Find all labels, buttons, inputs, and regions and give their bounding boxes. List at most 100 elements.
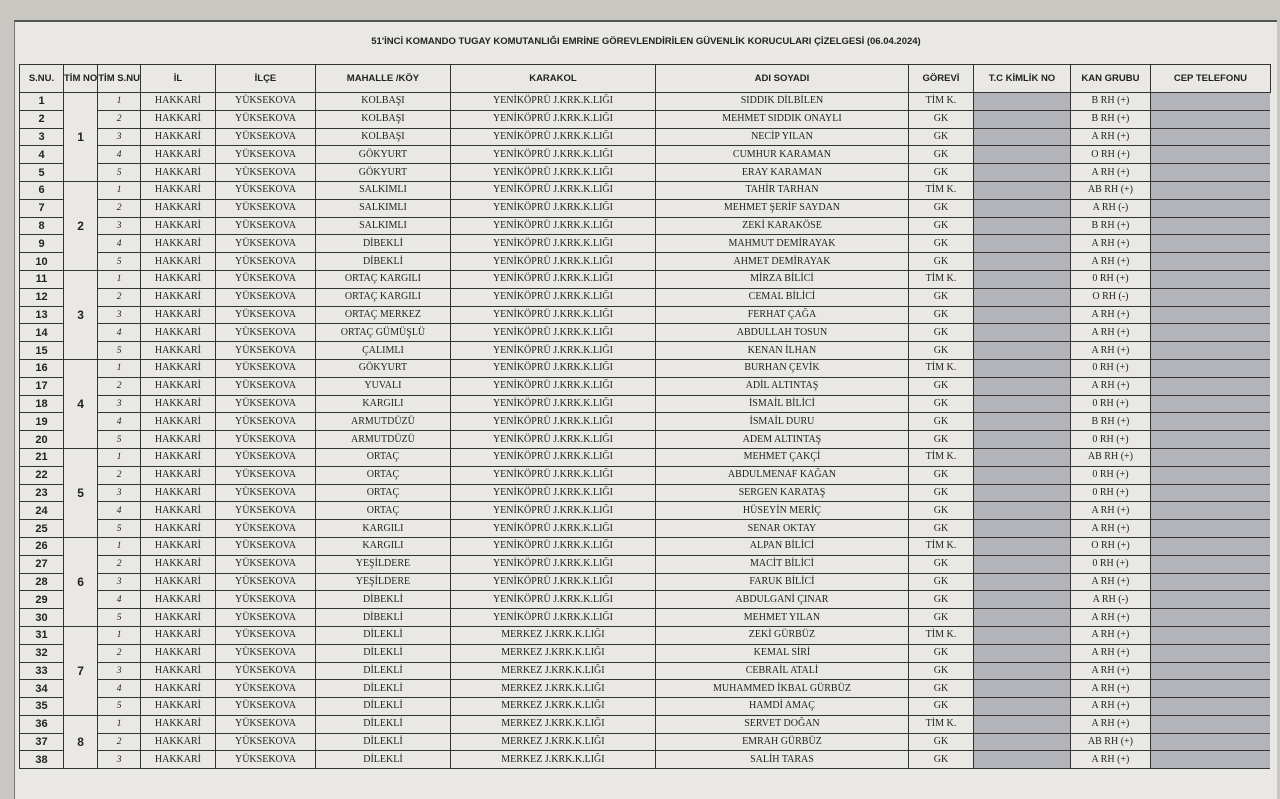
table-row: 18 3 HAKKARİ YÜKSEKOVA KARGILI YENİKÖPRÜ J.KR… bbox=[19, 394, 1271, 414]
cell-sn: 12 bbox=[19, 287, 64, 307]
cell-district: YÜKSEKOVA bbox=[214, 358, 316, 378]
cell-duty: GK bbox=[907, 216, 974, 236]
cell-province: HAKKARİ bbox=[139, 732, 216, 752]
cell-team-sn: 5 bbox=[97, 519, 141, 538]
cell-province: HAKKARİ bbox=[139, 127, 216, 147]
table-row: 8 3 HAKKARİ YÜKSEKOVA SALKIMLI YENİKÖPRÜ J.KR… bbox=[19, 216, 1271, 236]
cell-village: DİLEKLİ bbox=[314, 679, 451, 699]
cell-province: HAKKARİ bbox=[139, 625, 216, 645]
cell-tc-id-redacted bbox=[973, 447, 1071, 467]
cell-phone-redacted bbox=[1150, 252, 1271, 271]
cell-sn: 36 bbox=[19, 714, 64, 734]
cell-province: HAKKARİ bbox=[139, 287, 216, 307]
cell-sn: 33 bbox=[19, 661, 64, 681]
cell-district: YÜKSEKOVA bbox=[214, 750, 316, 770]
cell-village: KARGILI bbox=[314, 394, 451, 414]
table-row: 38 3 HAKKARİ YÜKSEKOVA DİLEKLİ MERKEZ J.KRK.K… bbox=[19, 750, 1271, 770]
cell-full-name: MEHMET ŞERİF SAYDAN bbox=[654, 198, 909, 218]
cell-village: KARGILI bbox=[314, 519, 451, 538]
cell-province: HAKKARİ bbox=[139, 305, 216, 325]
cell-phone-redacted bbox=[1150, 180, 1271, 200]
cell-duty: GK bbox=[907, 590, 974, 610]
cell-blood-group: A RH (+) bbox=[1069, 750, 1151, 770]
cell-village: KOLBAŞI bbox=[314, 109, 451, 129]
cell-team-sn: 1 bbox=[97, 92, 141, 111]
cell-phone-redacted bbox=[1150, 127, 1271, 147]
cell-phone-redacted bbox=[1150, 198, 1271, 218]
cell-duty: GK bbox=[907, 127, 974, 147]
table-row: 26 6 1 HAKKARİ YÜKSEKOVA KARGILI YENİKÖPRÜ J.K… bbox=[19, 536, 1271, 627]
cell-station: YENİKÖPRÜ J.KRK.K.LIĞI bbox=[449, 341, 656, 360]
cell-tc-id-redacted bbox=[973, 572, 1071, 592]
cell-blood-group: B RH (+) bbox=[1069, 92, 1151, 111]
cell-village: DİLEKLİ bbox=[314, 750, 451, 770]
cell-sn: 7 bbox=[19, 198, 64, 218]
cell-phone-redacted bbox=[1150, 572, 1271, 592]
cell-team-sn: 5 bbox=[97, 608, 141, 627]
cell-station: YENİKÖPRÜ J.KRK.K.LIĞI bbox=[449, 394, 656, 414]
cell-district: YÜKSEKOVA bbox=[214, 465, 316, 485]
cell-village: KARGILI bbox=[314, 536, 451, 556]
cell-team-sn: 1 bbox=[97, 536, 141, 556]
cell-duty: GK bbox=[907, 412, 974, 432]
cell-province: HAKKARİ bbox=[139, 163, 216, 182]
cell-duty: GK bbox=[907, 394, 974, 414]
cell-village: ORTAÇ bbox=[314, 447, 451, 467]
table-row: 5 5 HAKKARİ YÜKSEKOVA GÖKYURT YENİKÖPRÜ J.KRK… bbox=[19, 163, 1271, 182]
cell-duty: GK bbox=[907, 554, 974, 574]
header-tc-id: T.C KİMLİK NO bbox=[972, 64, 1071, 93]
cell-blood-group: A RH (+) bbox=[1069, 234, 1151, 254]
cell-phone-redacted bbox=[1150, 269, 1271, 289]
cell-blood-group: AB RH (+) bbox=[1069, 180, 1151, 200]
cell-phone-redacted bbox=[1150, 92, 1271, 111]
cell-full-name: CUMHUR KARAMAN bbox=[654, 145, 909, 165]
cell-sn: 15 bbox=[19, 341, 64, 360]
cell-full-name: KENAN İLHAN bbox=[654, 341, 909, 360]
cell-village: GÖKYURT bbox=[314, 145, 451, 165]
cell-village: KOLBAŞI bbox=[314, 127, 451, 147]
cell-blood-group: 0 RH (+) bbox=[1069, 430, 1151, 449]
table-row: 2 2 HAKKARİ YÜKSEKOVA KOLBAŞI YENİKÖPRÜ J.KRK… bbox=[19, 109, 1271, 129]
cell-team-sn: 4 bbox=[97, 145, 141, 165]
cell-district: YÜKSEKOVA bbox=[214, 714, 316, 734]
cell-tc-id-redacted bbox=[973, 394, 1071, 414]
cell-duty: TİM K. bbox=[907, 180, 974, 200]
cell-team-sn: 5 bbox=[97, 252, 141, 271]
table-row: 13 3 HAKKARİ YÜKSEKOVA ORTAÇ MERKEZ YENİKÖPRÜ… bbox=[19, 305, 1271, 325]
cell-village: ÇALIMLI bbox=[314, 341, 451, 360]
cell-tc-id-redacted bbox=[973, 412, 1071, 432]
cell-full-name: MAHMUT DEMİRAYAK bbox=[654, 234, 909, 254]
guards-table: S.NU. TİM NO TİM S.NU İL İLÇE MAHALLE /KÖY KAR… bbox=[19, 64, 1271, 770]
cell-phone-redacted bbox=[1150, 679, 1271, 699]
table-row: 6 2 1 HAKKARİ YÜKSEKOVA SALKIMLI YENİKÖPRÜ J.K… bbox=[19, 180, 1271, 271]
cell-phone-redacted bbox=[1150, 287, 1271, 307]
cell-village: DİLEKLİ bbox=[314, 714, 451, 734]
cell-tc-id-redacted bbox=[973, 554, 1071, 574]
cell-team-sn: 3 bbox=[97, 216, 141, 236]
cell-team-sn: 4 bbox=[97, 323, 141, 343]
cell-tc-id-redacted bbox=[973, 109, 1071, 129]
cell-station: YENİKÖPRÜ J.KRK.K.LIĞI bbox=[449, 127, 656, 147]
cell-tc-id-redacted bbox=[973, 163, 1071, 182]
cell-duty: TİM K. bbox=[907, 536, 974, 556]
cell-blood-group: B RH (+) bbox=[1069, 109, 1151, 129]
cell-station: MERKEZ J.KRK.K.LIĞI bbox=[449, 643, 656, 663]
cell-team-no: 6 bbox=[62, 536, 99, 627]
cell-team-sn: 4 bbox=[97, 590, 141, 610]
cell-full-name: MACİT BİLİCİ bbox=[654, 554, 909, 574]
cell-full-name: ABDULMENAF KAĞAN bbox=[654, 465, 909, 485]
cell-phone-redacted bbox=[1150, 447, 1271, 467]
cell-tc-id-redacted bbox=[973, 305, 1071, 325]
cell-phone-redacted bbox=[1150, 216, 1271, 236]
cell-province: HAKKARİ bbox=[139, 234, 216, 254]
cell-province: HAKKARİ bbox=[139, 750, 216, 770]
cell-district: YÜKSEKOVA bbox=[214, 323, 316, 343]
cell-phone-redacted bbox=[1150, 519, 1271, 538]
cell-phone-redacted bbox=[1150, 305, 1271, 325]
cell-sn: 32 bbox=[19, 643, 64, 663]
cell-district: YÜKSEKOVA bbox=[214, 501, 316, 521]
cell-district: YÜKSEKOVA bbox=[214, 536, 316, 556]
cell-province: HAKKARİ bbox=[139, 643, 216, 663]
cell-duty: GK bbox=[907, 198, 974, 218]
cell-district: YÜKSEKOVA bbox=[214, 287, 316, 307]
